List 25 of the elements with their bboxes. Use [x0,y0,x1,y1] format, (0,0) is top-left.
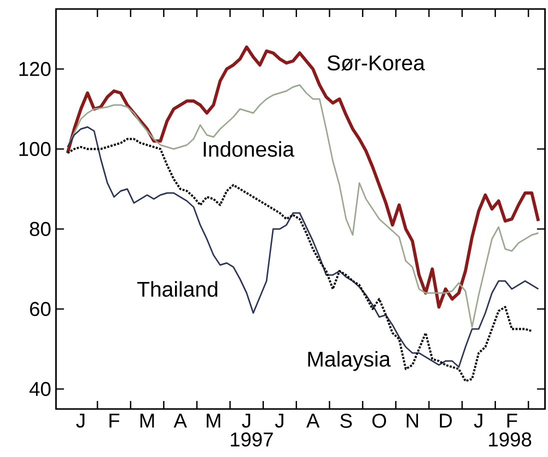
x-tick-label: F [507,414,518,428]
x-tick-label: S [340,414,352,428]
x-tick-label: O [372,414,386,428]
x-tick-label: M [140,414,154,428]
x-tick-label: J [76,414,84,428]
x-tick-label: M [206,414,220,428]
x-tick-label: D [440,414,452,428]
y-tick-label: 40 [30,382,50,396]
series-label: Malaysia [308,351,391,371]
y-tick-label: 80 [30,222,50,236]
text: 1998 [489,432,532,447]
x-tick-label: J [474,414,482,428]
x-tick-label: F [110,414,120,428]
y-tick-label: 60 [30,302,50,316]
x-tick-label: J [242,414,250,428]
y-tick-label: 100 [19,142,50,156]
series-label: Sør-Korea [328,55,425,71]
x-tick-label: N [406,414,418,428]
text: 1997 [230,432,273,447]
x-tick-label: J [275,414,284,428]
x-tick-label: A [306,414,320,428]
x-tick-label: A [174,414,187,428]
series-label: Indonesia [204,141,294,157]
series-label: Thailand [137,281,218,297]
y-tick-label: 120 [19,62,50,76]
